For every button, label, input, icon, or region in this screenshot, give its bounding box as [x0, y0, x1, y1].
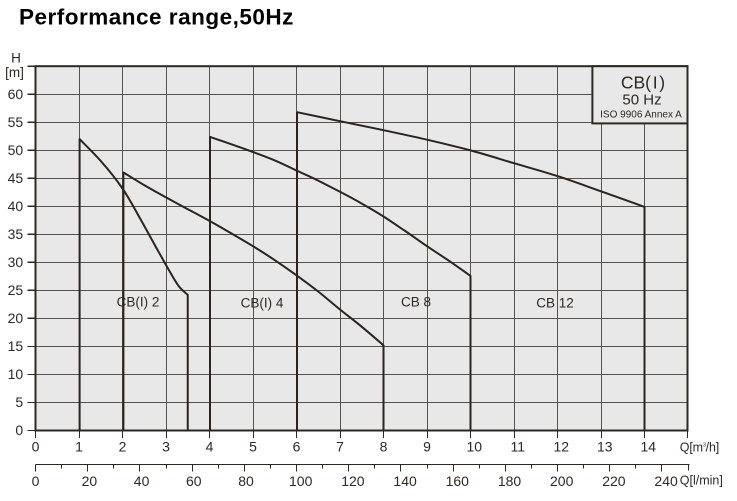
svg-text:140: 140 [393, 473, 417, 489]
svg-text:50: 50 [8, 142, 24, 158]
svg-text:40: 40 [134, 473, 150, 489]
svg-text:220: 220 [602, 473, 626, 489]
svg-text:30: 30 [8, 254, 24, 270]
svg-text:1: 1 [75, 439, 83, 455]
svg-text:55: 55 [8, 114, 24, 130]
svg-text:11: 11 [511, 439, 526, 455]
svg-text:0: 0 [15, 422, 23, 438]
svg-text:20: 20 [8, 310, 24, 326]
svg-text:5: 5 [249, 439, 257, 455]
svg-text:Performance range,50Hz: Performance range,50Hz [19, 4, 294, 29]
svg-text:7: 7 [336, 439, 344, 455]
svg-text:CB(I): CB(I) [621, 72, 665, 92]
svg-text:160: 160 [446, 473, 470, 489]
svg-text:100: 100 [289, 473, 313, 489]
svg-text:0: 0 [32, 439, 40, 455]
svg-text:CB 8: CB 8 [401, 295, 431, 310]
svg-text:13: 13 [597, 439, 613, 455]
svg-text:CB 12: CB 12 [536, 296, 574, 311]
svg-text:25: 25 [8, 282, 24, 298]
svg-text:H: H [11, 51, 21, 66]
svg-text:240: 240 [654, 473, 678, 489]
svg-text:60: 60 [186, 473, 202, 489]
svg-text:80: 80 [238, 473, 254, 489]
svg-text:CB(I) 2: CB(I) 2 [117, 295, 160, 310]
svg-text:4: 4 [206, 439, 214, 455]
svg-text:15: 15 [8, 338, 24, 354]
svg-text:Q[m3/h]: Q[m3/h] [680, 441, 719, 455]
svg-text:3: 3 [162, 439, 170, 455]
svg-text:10: 10 [8, 366, 24, 382]
svg-text:CB(I) 4: CB(I) 4 [241, 296, 284, 311]
svg-text:6: 6 [293, 439, 301, 455]
svg-text:120: 120 [341, 473, 365, 489]
svg-text:[m]: [m] [5, 65, 24, 80]
svg-text:9: 9 [423, 439, 431, 455]
svg-text:14: 14 [641, 439, 657, 455]
svg-text:20: 20 [82, 473, 98, 489]
svg-text:10: 10 [467, 439, 483, 455]
svg-text:2: 2 [119, 439, 127, 455]
svg-text:200: 200 [550, 473, 574, 489]
svg-text:Q[l/min]: Q[l/min] [680, 473, 723, 487]
svg-text:35: 35 [8, 226, 24, 242]
svg-text:12: 12 [554, 439, 570, 455]
svg-text:ISO 9906 Annex A: ISO 9906 Annex A [600, 110, 682, 121]
svg-text:8: 8 [380, 439, 388, 455]
svg-text:180: 180 [498, 473, 522, 489]
svg-text:60: 60 [8, 86, 24, 102]
svg-text:40: 40 [8, 198, 24, 214]
svg-text:5: 5 [15, 394, 23, 410]
svg-text:45: 45 [8, 170, 24, 186]
svg-text:50 Hz: 50 Hz [622, 91, 661, 108]
svg-text:0: 0 [32, 473, 40, 489]
